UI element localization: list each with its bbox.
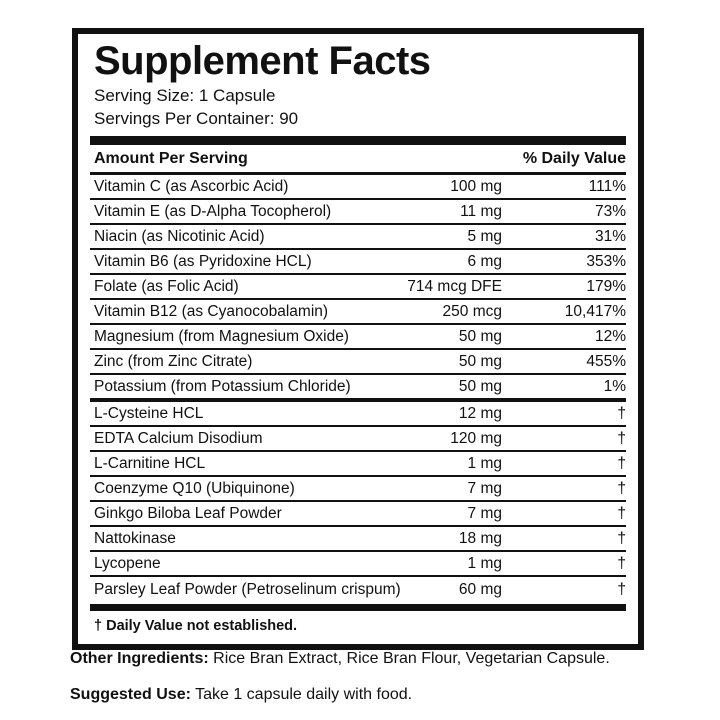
ingredient-amount: 5 mg (467, 227, 502, 245)
ingredient-amount: 12 mg (458, 404, 502, 422)
table-row: Zinc (from Zinc Citrate) 50 mg 455% (90, 350, 626, 375)
table-row: EDTA Calcium Disodium 120 mg † (90, 427, 626, 452)
table-row: Niacin (as Nicotinic Acid) 5 mg 31% (90, 225, 626, 250)
suggested-use: Suggested Use: Take 1 capsule daily with… (70, 684, 670, 705)
table-row: Coenzyme Q10 (Ubiquinone) 7 mg † (90, 477, 626, 502)
table-row: Vitamin B6 (as Pyridoxine HCL) 6 mg 353% (90, 250, 626, 275)
ingredient-amount: 11 mg (460, 202, 502, 220)
table-row: Folate (as Folic Acid) 714 mcg DFE 179% (90, 275, 626, 300)
divider-bar-top (90, 136, 626, 145)
ingredient-amount: 714 mcg DFE (407, 277, 502, 295)
serving-size: Serving Size: 1 Capsule (94, 86, 276, 105)
ingredient-amount: 60 mg (458, 580, 502, 598)
ingredient-daily-value: † (617, 404, 626, 422)
table-row: Parsley Leaf Powder (Petroselinum crispu… (90, 577, 626, 602)
ingredient-daily-value: 179% (586, 277, 626, 295)
ingredient-name: L-Carnitine HCL (94, 454, 206, 472)
ingredient-daily-value: 10,417% (564, 302, 626, 320)
table-row: Potassium (from Potassium Chloride) 50 m… (90, 375, 626, 402)
ingredient-daily-value: † (617, 554, 626, 572)
ingredient-amount: 50 mg (458, 327, 502, 345)
ingredient-daily-value: 12% (594, 327, 626, 345)
ingredient-name: Parsley Leaf Powder (Petroselinum crispu… (94, 580, 401, 598)
ingredient-name: Niacin (as Nicotinic Acid) (94, 227, 265, 245)
servings-per-container: Servings Per Container: 90 (94, 109, 299, 128)
table-row: Vitamin B12 (as Cyanocobalamin) 250 mcg … (90, 300, 626, 325)
ingredient-daily-value: † (617, 429, 626, 447)
ingredient-amount: 18 mg (458, 529, 502, 547)
ingredient-daily-value: 455% (586, 352, 626, 370)
ingredient-name: Magnesium (from Magnesium Oxide) (94, 327, 349, 345)
ingredient-amount: 7 mg (467, 504, 502, 522)
ingredient-name: Lycopene (94, 554, 161, 572)
ingredient-amount: 1 mg (467, 554, 502, 572)
other-ingredients: Other Ingredients: Rice Bran Extract, Ri… (70, 648, 670, 669)
ingredient-name: Vitamin E (as D-Alpha Tocopherol) (94, 202, 332, 220)
ingredient-name: Coenzyme Q10 (Ubiquinone) (94, 479, 295, 497)
ingredient-amount: 1 mg (467, 454, 502, 472)
ingredient-amount: 120 mg (450, 429, 502, 447)
suggested-use-label: Suggested Use: (70, 686, 191, 703)
daily-value-header: % Daily Value (522, 150, 626, 167)
ingredient-daily-value: 31% (594, 227, 626, 245)
ingredient-name: Vitamin B6 (as Pyridoxine HCL) (94, 252, 312, 270)
ingredient-daily-value: † (617, 529, 626, 547)
other-ingredients-label: Other Ingredients: (70, 650, 209, 667)
table-row: Magnesium (from Magnesium Oxide) 50 mg 1… (90, 325, 626, 350)
ingredient-daily-value: 353% (586, 252, 626, 270)
ingredient-name: Ginkgo Biloba Leaf Powder (94, 504, 282, 522)
ingredient-name: Nattokinase (94, 529, 176, 547)
ingredient-daily-value: † (617, 504, 626, 522)
ingredient-amount: 7 mg (467, 479, 502, 497)
ingredient-name: Potassium (from Potassium Chloride) (94, 377, 351, 395)
ingredient-name: EDTA Calcium Disodium (94, 429, 263, 447)
facts-rows: Vitamin C (as Ascorbic Acid) 100 mg 111%… (90, 175, 626, 602)
ingredient-daily-value: 1% (603, 377, 626, 395)
ingredient-daily-value: 111% (588, 177, 626, 195)
ingredient-daily-value: † (617, 479, 626, 497)
amount-per-serving-header: Amount Per Serving (94, 150, 248, 167)
ingredient-name: Vitamin C (as Ascorbic Acid) (94, 177, 289, 195)
table-row: Vitamin E (as D-Alpha Tocopherol) 11 mg … (90, 200, 626, 225)
ingredient-amount: 50 mg (458, 352, 502, 370)
table-row: Nattokinase 18 mg † (90, 527, 626, 552)
ingredient-name: Folate (as Folic Acid) (94, 277, 239, 295)
table-row: L-Carnitine HCL 1 mg † (90, 452, 626, 477)
ingredient-amount: 6 mg (467, 252, 502, 270)
ingredient-amount: 100 mg (450, 177, 502, 195)
ingredient-name: Vitamin B12 (as Cyanocobalamin) (94, 302, 329, 320)
ingredient-amount: 50 mg (458, 377, 502, 395)
other-ingredients-text: Rice Bran Extract, Rice Bran Flour, Vege… (208, 650, 610, 667)
ingredient-name: Zinc (from Zinc Citrate) (94, 352, 253, 370)
table-header: Amount Per Serving % Daily Value (90, 145, 626, 175)
ingredient-name: L-Cysteine HCL (94, 404, 204, 422)
table-row: Vitamin C (as Ascorbic Acid) 100 mg 111% (90, 175, 626, 200)
table-row: Lycopene 1 mg † (90, 552, 626, 577)
ingredient-daily-value: † (617, 580, 626, 598)
suggested-use-text: Take 1 capsule daily with food. (190, 686, 413, 703)
divider-bar-bottom (90, 604, 626, 611)
table-row: L-Cysteine HCL 12 mg † (90, 402, 626, 427)
table-row: Ginkgo Biloba Leaf Powder 7 mg † (90, 502, 626, 527)
ingredient-daily-value: 73% (594, 202, 626, 220)
ingredient-amount: 250 mcg (442, 302, 502, 320)
daily-value-footnote: † Daily Value not established. (94, 618, 298, 634)
panel-title: Supplement Facts (94, 39, 431, 83)
supplement-facts-panel: Supplement Facts Serving Size: 1 Capsule… (72, 28, 644, 650)
ingredient-daily-value: † (617, 454, 626, 472)
